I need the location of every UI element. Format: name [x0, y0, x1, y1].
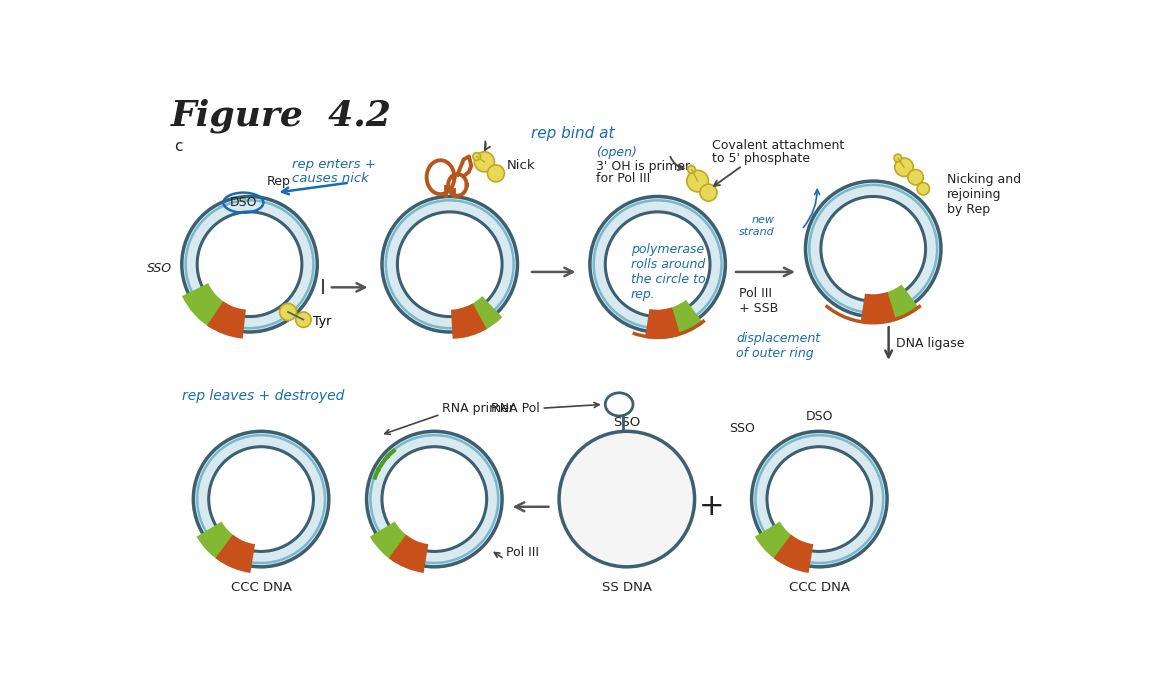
Text: SS DNA: SS DNA: [602, 581, 652, 593]
Circle shape: [382, 447, 486, 552]
Circle shape: [475, 152, 495, 172]
Circle shape: [700, 184, 717, 201]
Text: Tyr: Tyr: [313, 316, 331, 328]
Text: c: c: [175, 139, 183, 153]
Text: SSO: SSO: [148, 262, 172, 275]
Circle shape: [367, 431, 502, 567]
Circle shape: [766, 447, 872, 552]
Text: rep leaves + destroyed: rep leaves + destroyed: [182, 389, 345, 403]
Circle shape: [688, 166, 695, 174]
Text: Nicking and
rejoining
by Rep: Nicking and rejoining by Rep: [947, 174, 1021, 217]
Text: Pol III: Pol III: [506, 546, 539, 559]
Text: rep enters +: rep enters +: [292, 158, 376, 171]
Text: rep bind at: rep bind at: [531, 126, 614, 141]
Text: RNA primer: RNA primer: [442, 402, 515, 415]
Text: RNA Pol: RNA Pol: [491, 402, 540, 415]
Circle shape: [488, 165, 504, 182]
Circle shape: [295, 312, 311, 328]
Circle shape: [182, 196, 318, 332]
Text: Rep: Rep: [267, 175, 291, 187]
Text: SSO: SSO: [613, 416, 640, 429]
Circle shape: [751, 431, 887, 567]
Text: Covalent attachment: Covalent attachment: [711, 139, 844, 152]
Circle shape: [280, 303, 297, 321]
Circle shape: [197, 212, 302, 316]
Circle shape: [908, 169, 924, 185]
Text: CCC DNA: CCC DNA: [231, 581, 292, 593]
Text: DNA ligase: DNA ligase: [897, 337, 965, 350]
Text: SSO: SSO: [729, 422, 756, 435]
Text: Pol III
+ SSB: Pol III + SSB: [740, 287, 778, 315]
Circle shape: [918, 183, 929, 195]
Text: DSO: DSO: [805, 409, 833, 423]
Circle shape: [894, 154, 901, 162]
Text: for Pol III: for Pol III: [597, 172, 650, 185]
Circle shape: [397, 212, 502, 316]
Text: displacement
of outer ring: displacement of outer ring: [736, 332, 820, 360]
Circle shape: [687, 170, 708, 192]
Circle shape: [820, 196, 926, 301]
Circle shape: [209, 447, 313, 552]
Text: DSO: DSO: [230, 196, 257, 209]
Circle shape: [605, 212, 710, 316]
Text: causes nick: causes nick: [292, 172, 369, 185]
Text: 3' OH is primer: 3' OH is primer: [597, 160, 690, 173]
Text: Nick: Nick: [506, 159, 536, 172]
Circle shape: [382, 196, 518, 332]
Text: CCC DNA: CCC DNA: [789, 581, 850, 593]
Circle shape: [590, 196, 725, 332]
Text: new
strand: new strand: [738, 215, 775, 237]
Circle shape: [894, 158, 913, 176]
Circle shape: [805, 181, 941, 316]
Circle shape: [472, 153, 481, 160]
Text: Figure  4.2: Figure 4.2: [171, 99, 391, 133]
Text: polymerase
rolls around
the circle to
rep.: polymerase rolls around the circle to re…: [631, 243, 706, 301]
Text: to 5' phosphate: to 5' phosphate: [711, 152, 810, 164]
Circle shape: [559, 431, 695, 567]
Circle shape: [193, 431, 329, 567]
Text: (open): (open): [597, 146, 636, 160]
Text: +: +: [699, 492, 724, 521]
